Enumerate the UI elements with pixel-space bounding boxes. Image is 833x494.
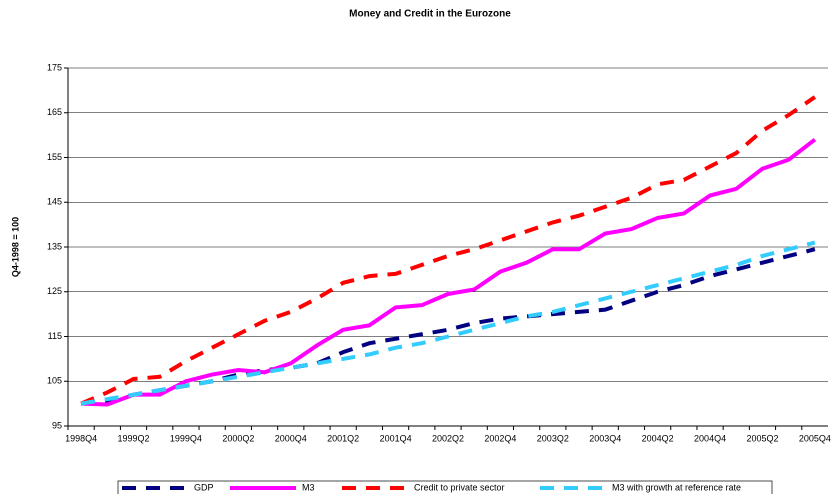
x-tick-label: 2005Q2 <box>746 433 778 443</box>
x-tick-label: 2004Q4 <box>694 433 726 443</box>
x-tick-label: 2000Q2 <box>222 433 254 443</box>
legend-label: GDP <box>194 482 214 492</box>
x-tick-label: 2002Q2 <box>432 433 464 443</box>
y-axis-label: Q4-1998 = 100 <box>10 217 20 277</box>
x-tick-label: 2005Q4 <box>799 433 831 443</box>
x-tick-label: 2000Q4 <box>275 433 307 443</box>
y-tick-label: 155 <box>47 152 62 162</box>
legend-label: Credit to private sector <box>414 482 505 492</box>
x-tick-label: 1999Q2 <box>118 433 150 443</box>
y-tick-label: 165 <box>47 107 62 117</box>
x-tick-label: 2002Q4 <box>484 433 516 443</box>
series-line <box>81 138 817 407</box>
y-tick-label: 115 <box>48 331 62 341</box>
y-tick-label: 135 <box>47 241 62 251</box>
y-tick-label: 145 <box>47 197 62 207</box>
x-tick-label: 2001Q2 <box>327 433 359 443</box>
legend-label: M3 with growth at reference rate <box>612 482 741 492</box>
x-tick-label: 2001Q4 <box>380 433 412 443</box>
x-tick-label: 2003Q2 <box>537 433 569 443</box>
legend-label: M3 <box>302 482 315 492</box>
chart-title: Money and Credit in the Eurozone <box>349 9 511 20</box>
y-tick-label: 105 <box>47 376 62 386</box>
x-tick-label: 2004Q2 <box>642 433 674 443</box>
y-tick-label: 175 <box>47 62 62 72</box>
x-tick-label: 1999Q4 <box>170 433 202 443</box>
series-line <box>80 95 817 406</box>
x-tick-label: 2003Q4 <box>589 433 621 443</box>
legend-box <box>117 480 773 494</box>
series-line <box>80 240 816 406</box>
y-tick-label: 125 <box>47 286 62 296</box>
x-tick-label: 1998Q4 <box>65 433 97 443</box>
y-tick-label: 95 <box>52 420 62 430</box>
